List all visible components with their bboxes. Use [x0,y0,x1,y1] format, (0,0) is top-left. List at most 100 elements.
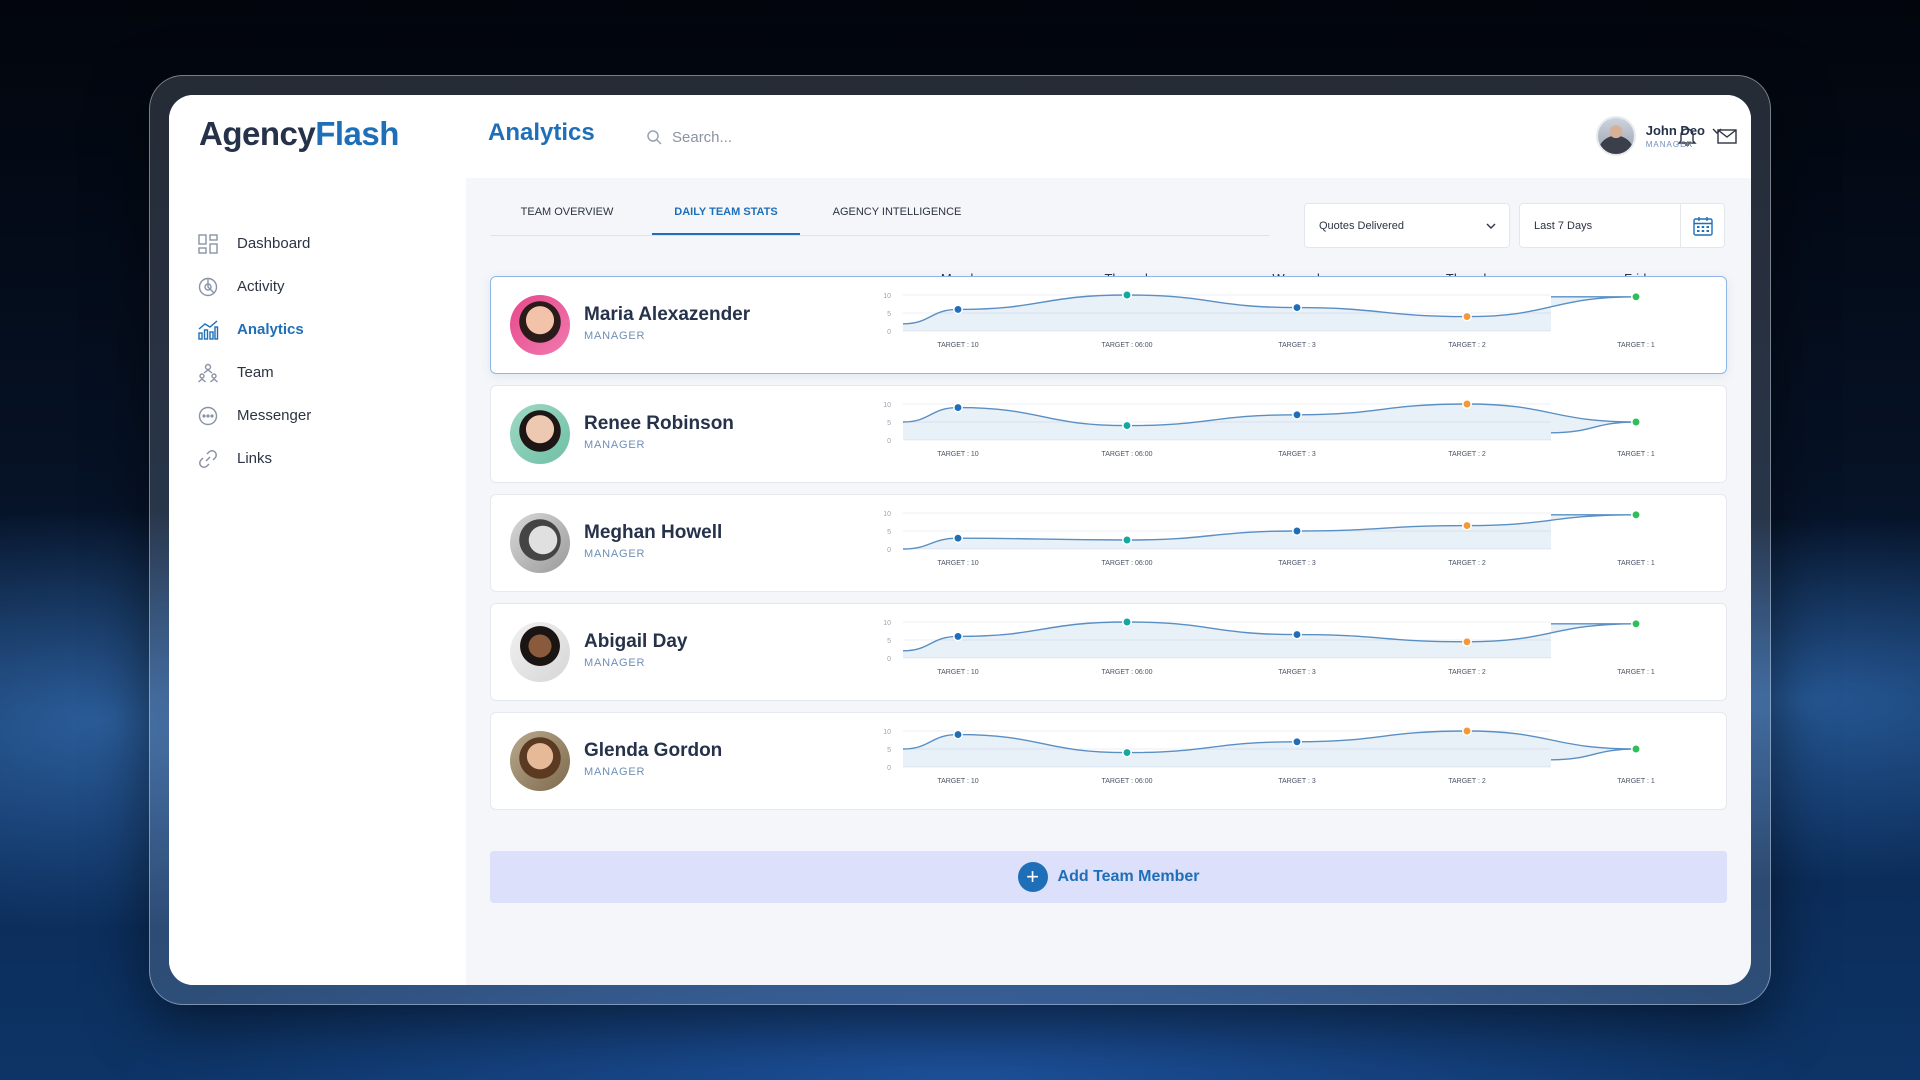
member-role: MANAGER [584,548,646,560]
user-menu[interactable]: John Deo MANAGER [1595,115,1723,157]
y-tick-label: 10 [883,729,891,736]
messenger-icon [197,405,219,427]
y-tick-label: 10 [883,511,891,518]
member-name: Meghan Howell [584,522,723,543]
sidebar-item-label: Dashboard [237,235,311,252]
data-point[interactable] [1292,409,1302,420]
team-row[interactable]: Maria Alexazender MANAGER 10 5 0 TARGET : 10 T… [490,276,1727,374]
data-point[interactable] [1292,526,1302,536]
member-name: Renee Robinson [584,413,734,434]
sidebar-item-links[interactable]: Links [197,437,437,480]
team-row[interactable]: Abigail Day MANAGER 10 5 0 TARGET : 10 TARGET … [490,603,1727,701]
y-tick-label: 0 [887,547,891,554]
member-name: Maria Alexazender [584,304,751,325]
y-tick-label: 0 [887,329,891,336]
sidebar-item-label: Activity [237,278,285,295]
target-label: TARGET : 06:00 [1101,342,1152,349]
data-point[interactable] [1462,636,1472,647]
data-point[interactable] [1122,747,1132,758]
add-team-member-button[interactable]: + Add Team Member [490,851,1727,903]
data-point[interactable] [1122,535,1132,545]
target-label: TARGET : 06:00 [1101,560,1152,567]
data-point[interactable] [953,631,963,642]
series-area [903,404,1636,440]
avatar [510,513,570,573]
data-point[interactable] [1462,520,1472,531]
daily-stats-chart: 10 5 0 TARGET : 10 TARGET : 06:00 TARGET : 3 T… [883,509,1655,567]
target-label: TARGET : 10 [937,560,978,567]
data-point[interactable] [1292,629,1302,640]
data-point[interactable] [953,402,963,413]
y-tick-label: 5 [887,747,891,754]
series-area [903,295,1636,331]
target-label: TARGET : 2 [1448,669,1486,676]
target-label: TARGET : 3 [1278,560,1316,567]
tab-daily-team-stats[interactable]: DAILY TEAM STATS [652,189,800,235]
team-row[interactable]: Renee Robinson MANAGER 10 5 0 TARGET : 10 TARG… [490,385,1727,483]
avatar [510,295,570,355]
target-label: TARGET : 3 [1278,778,1316,785]
target-label: TARGET : 10 [937,778,978,785]
series-area [903,731,1636,767]
target-label: TARGET : 3 [1278,342,1316,349]
sidebar-nav: Dashboard Activity Analytics Team [197,222,437,480]
target-label: TARGET : 2 [1448,451,1486,458]
team-row[interactable]: Meghan Howell MANAGER 10 5 0 TARGET : 10 TARGE… [490,494,1727,592]
data-point[interactable] [1122,617,1132,627]
data-point[interactable] [1122,420,1132,431]
team-row[interactable]: Glenda Gordon MANAGER 10 5 0 TARGET : 10 TARGE… [490,712,1727,810]
calendar-icon [1692,216,1713,236]
brand-name-part2: Flash [315,115,399,152]
avatar [1595,116,1636,156]
target-label: TARGET : 1 [1617,451,1655,458]
data-point[interactable] [953,304,963,315]
sidebar-item-dashboard[interactable]: Dashboard [197,222,437,265]
date-range-field[interactable]: Last 7 Days [1519,203,1725,248]
search-input[interactable] [672,128,922,146]
target-label: TARGET : 1 [1617,778,1655,785]
bell-icon[interactable] [1676,125,1698,147]
sidebar-item-team[interactable]: Team [197,351,437,394]
data-point[interactable] [1462,726,1472,736]
data-point[interactable] [1631,744,1641,754]
brand-logo[interactable]: AgencyFlash [199,115,399,153]
data-point[interactable] [953,729,963,740]
member-name: Abigail Day [584,631,688,652]
sidebar: AgencyFlash Dashboard Activity Analytics [169,95,466,985]
data-point[interactable] [1292,736,1302,747]
plus-icon: + [1017,862,1048,892]
add-team-member-label: Add Team Member [1057,868,1200,885]
metric-select[interactable]: Quotes Delivered [1304,203,1510,248]
page-title: Analytics [488,119,595,146]
sidebar-item-messenger[interactable]: Messenger [197,394,437,437]
tab-bar: TEAM OVERVIEW DAILY TEAM STATS AGENCY IN… [490,189,1270,236]
analytics-icon [197,319,219,341]
data-point[interactable] [1122,290,1132,300]
data-point[interactable] [1631,618,1641,629]
data-point[interactable] [1462,311,1472,322]
mail-icon[interactable] [1716,125,1738,147]
target-label: TARGET : 10 [937,669,978,676]
target-label: TARGET : 1 [1617,560,1655,567]
data-point[interactable] [1631,509,1641,520]
chevron-down-icon [1486,223,1496,229]
avatar [510,404,570,464]
user-name: John Deo [1645,123,1705,138]
target-label: TARGET : 06:00 [1101,451,1152,458]
calendar-button[interactable] [1680,204,1724,247]
tab-team-overview[interactable]: TEAM OVERVIEW [520,206,614,218]
sidebar-item-analytics[interactable]: Analytics [197,308,437,351]
app-window: AgencyFlash Dashboard Activity Analytics [169,95,1751,985]
data-point[interactable] [1631,417,1641,427]
data-point[interactable] [1292,302,1302,313]
member-name: Glenda Gordon [584,740,723,761]
tab-agency-intelligence[interactable]: AGENCY INTELLIGENCE [832,206,962,218]
search-icon [647,130,662,145]
data-point[interactable] [1631,291,1641,302]
data-point[interactable] [1462,399,1472,409]
data-point[interactable] [953,533,963,544]
y-tick-label: 10 [883,620,891,627]
top-bar: Analytics John Deo MANAGER [466,95,1751,178]
target-label: TARGET : 2 [1448,342,1486,349]
sidebar-item-activity[interactable]: Activity [197,265,437,308]
